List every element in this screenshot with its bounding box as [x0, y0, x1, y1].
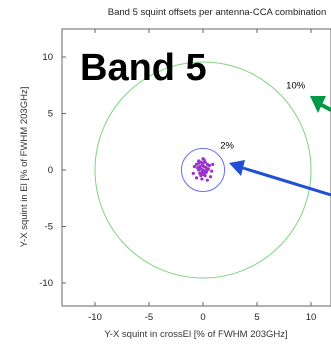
- y-tick-label: -10: [39, 278, 53, 289]
- data-point: [197, 159, 201, 163]
- circle-10-percent-label: 10%: [286, 81, 306, 92]
- blue-arrow-head: [229, 160, 245, 176]
- y-tick-label: 0: [48, 165, 53, 176]
- data-point: [203, 174, 207, 178]
- data-point: [211, 162, 215, 166]
- y-tick-label: 10: [42, 52, 53, 63]
- data-point: [210, 169, 214, 173]
- data-point: [200, 177, 204, 181]
- circle-2-percent-label: 2%: [220, 141, 234, 152]
- data-point: [202, 158, 206, 162]
- green-arrow: [310, 96, 331, 113]
- x-tick-label: -5: [145, 312, 153, 323]
- data-point: [207, 163, 212, 168]
- circle-2-percent: [180, 147, 226, 193]
- data-point: [208, 175, 213, 179]
- x-tick-label: 10: [306, 312, 317, 323]
- x-axis-label: Y-X squint in crossEl [% of FWHM 203GHz]: [104, 329, 287, 340]
- y-tick-group: 10 5 0 -5 -10: [39, 52, 66, 289]
- y-tick-label: -5: [45, 222, 53, 233]
- data-point: [192, 165, 196, 169]
- blue-arrow-shaft: [242, 166, 331, 197]
- data-points: [191, 157, 215, 182]
- x-tick-label: 0: [200, 312, 205, 323]
- x-tick-group: -10 -5 0 5 10: [88, 29, 316, 323]
- data-point: [204, 170, 208, 174]
- y-axis-label: Y-X squint in El [% of FWHM 203GHz]: [19, 87, 30, 248]
- band-label: Band 5: [80, 47, 207, 89]
- data-point: [194, 176, 199, 180]
- x-tick-label: 5: [254, 312, 259, 323]
- data-point: [191, 171, 195, 175]
- green-arrow-head: [310, 96, 326, 113]
- blue-arrow: [229, 160, 331, 197]
- chart-title: Band 5 squint offsets per antenna-CCA co…: [108, 7, 326, 18]
- y-tick-label: 5: [48, 109, 53, 120]
- x-tick-label: -10: [88, 312, 102, 323]
- circle-10-percent: [94, 61, 312, 279]
- data-point: [205, 178, 209, 182]
